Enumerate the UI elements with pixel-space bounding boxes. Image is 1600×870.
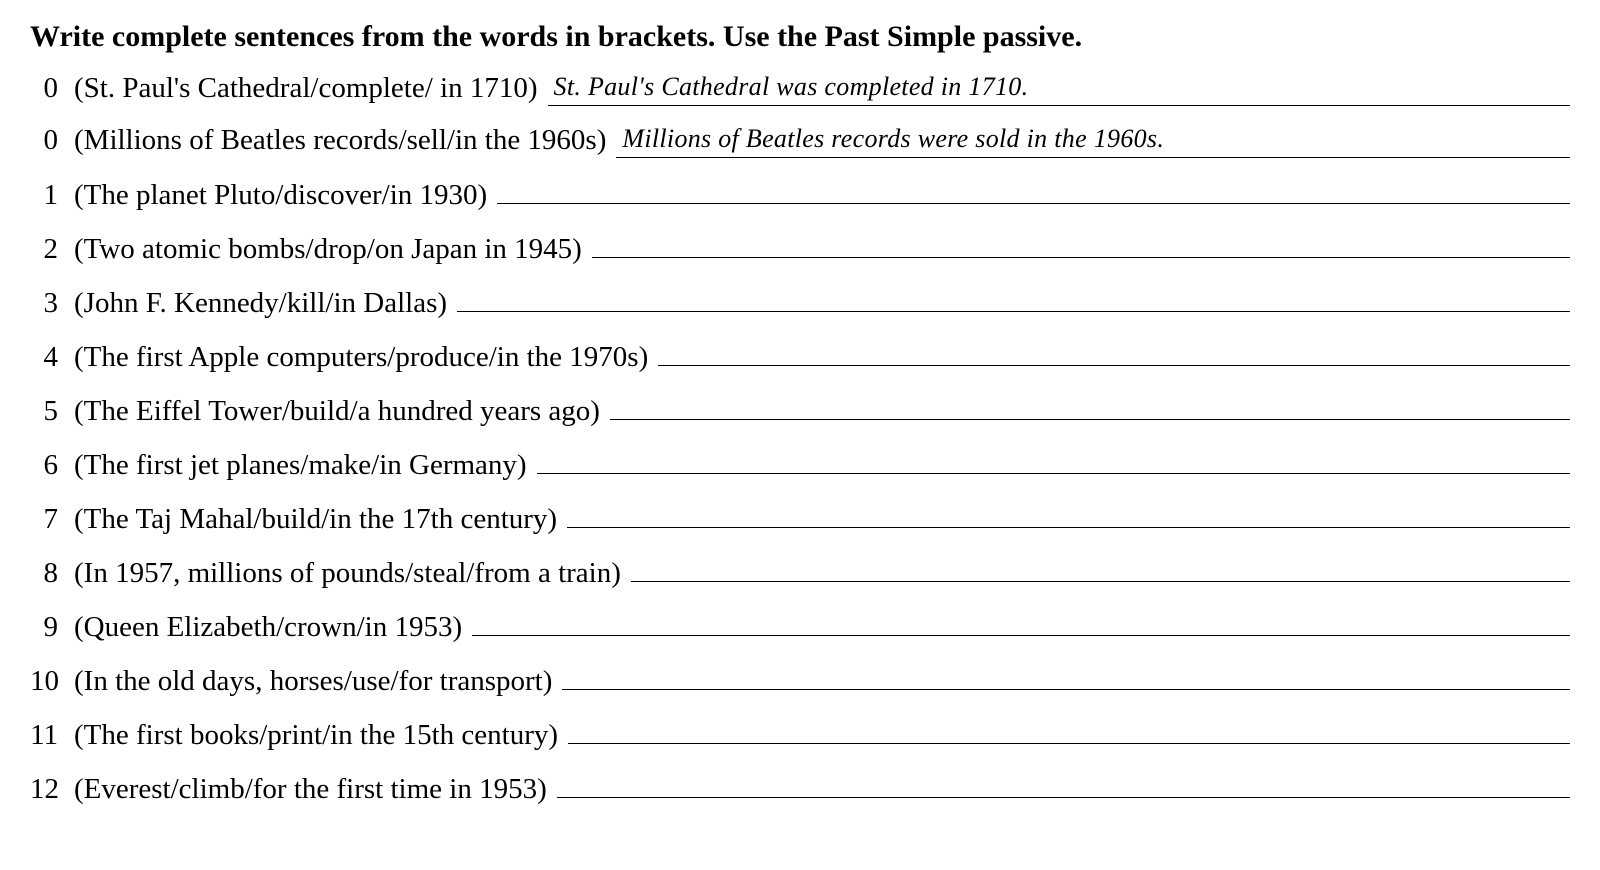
item-prompt: (St. Paul's Cathedral/complete/ in 1710) (74, 72, 548, 105)
item-number: 5 (30, 395, 74, 428)
item-number: 2 (30, 233, 74, 266)
item-number: 12 (30, 773, 74, 806)
item-prompt: (The planet Pluto/discover/in 1930) (74, 179, 497, 212)
item-prompt: (The Eiffel Tower/build/a hundred years … (74, 395, 610, 428)
exercise-list: 0(St. Paul's Cathedral/complete/ in 1710… (30, 72, 1570, 806)
item-number: 0 (30, 124, 74, 157)
answer-blank-line[interactable]: Millions of Beatles records were sold in… (616, 124, 1570, 158)
answer-blank-line[interactable] (472, 608, 1570, 636)
answer-blank-line[interactable] (497, 176, 1570, 204)
exercise-row: 10(In the old days, horses/use/for trans… (30, 662, 1570, 698)
item-prompt: (The first jet planes/make/in Germany) (74, 449, 537, 482)
item-prompt: (Queen Elizabeth/crown/in 1953) (74, 611, 472, 644)
item-number: 8 (30, 557, 74, 590)
exercise-row: 0(Millions of Beatles records/sell/in th… (30, 124, 1570, 158)
item-prompt: (The first Apple computers/produce/in th… (74, 341, 658, 374)
item-number: 4 (30, 341, 74, 374)
exercise-row: 1(The planet Pluto/discover/in 1930) (30, 176, 1570, 212)
handwritten-answer: St. Paul's Cathedral was completed in 17… (548, 72, 1029, 101)
item-number: 10 (30, 665, 74, 698)
exercise-row: 6(The first jet planes/make/in Germany) (30, 446, 1570, 482)
item-prompt: (Two atomic bombs/drop/on Japan in 1945) (74, 233, 592, 266)
item-number: 3 (30, 287, 74, 320)
exercise-row: 8(In 1957, millions of pounds/steal/from… (30, 554, 1570, 590)
item-prompt: (Millions of Beatles records/sell/in the… (74, 124, 616, 157)
answer-blank-line[interactable] (457, 284, 1570, 312)
item-number: 11 (30, 719, 74, 752)
item-number: 9 (30, 611, 74, 644)
item-number: 6 (30, 449, 74, 482)
answer-blank-line[interactable] (537, 446, 1570, 474)
answer-blank-line[interactable] (568, 716, 1570, 744)
exercise-row: 7(The Taj Mahal/build/in the 17th centur… (30, 500, 1570, 536)
exercise-instruction: Write complete sentences from the words … (30, 20, 1570, 54)
item-prompt: (In 1957, millions of pounds/steal/from … (74, 557, 631, 590)
item-prompt: (John F. Kennedy/kill/in Dallas) (74, 287, 457, 320)
exercise-row: 4(The first Apple computers/produce/in t… (30, 338, 1570, 374)
answer-blank-line[interactable] (592, 230, 1570, 258)
handwritten-answer: Millions of Beatles records were sold in… (616, 124, 1164, 153)
answer-blank-line[interactable] (631, 554, 1570, 582)
answer-blank-line[interactable] (567, 500, 1570, 528)
item-prompt: (In the old days, horses/use/for transpo… (74, 665, 562, 698)
item-prompt: (The Taj Mahal/build/in the 17th century… (74, 503, 567, 536)
exercise-row: 5(The Eiffel Tower/build/a hundred years… (30, 392, 1570, 428)
answer-blank-line[interactable] (658, 338, 1570, 366)
item-number: 0 (30, 72, 74, 105)
item-prompt: (The first books/print/in the 15th centu… (74, 719, 568, 752)
exercise-row: 12(Everest/climb/for the first time in 1… (30, 770, 1570, 806)
exercise-row: 9(Queen Elizabeth/crown/in 1953) (30, 608, 1570, 644)
exercise-row: 2(Two atomic bombs/drop/on Japan in 1945… (30, 230, 1570, 266)
answer-blank-line[interactable]: St. Paul's Cathedral was completed in 17… (548, 72, 1570, 106)
item-number: 1 (30, 179, 74, 212)
answer-blank-line[interactable] (562, 662, 1570, 690)
answer-blank-line[interactable] (557, 770, 1570, 798)
item-number: 7 (30, 503, 74, 536)
exercise-row: 3(John F. Kennedy/kill/in Dallas) (30, 284, 1570, 320)
exercise-row: 0(St. Paul's Cathedral/complete/ in 1710… (30, 72, 1570, 106)
item-prompt: (Everest/climb/for the first time in 195… (74, 773, 557, 806)
exercise-row: 11(The first books/print/in the 15th cen… (30, 716, 1570, 752)
answer-blank-line[interactable] (610, 392, 1570, 420)
